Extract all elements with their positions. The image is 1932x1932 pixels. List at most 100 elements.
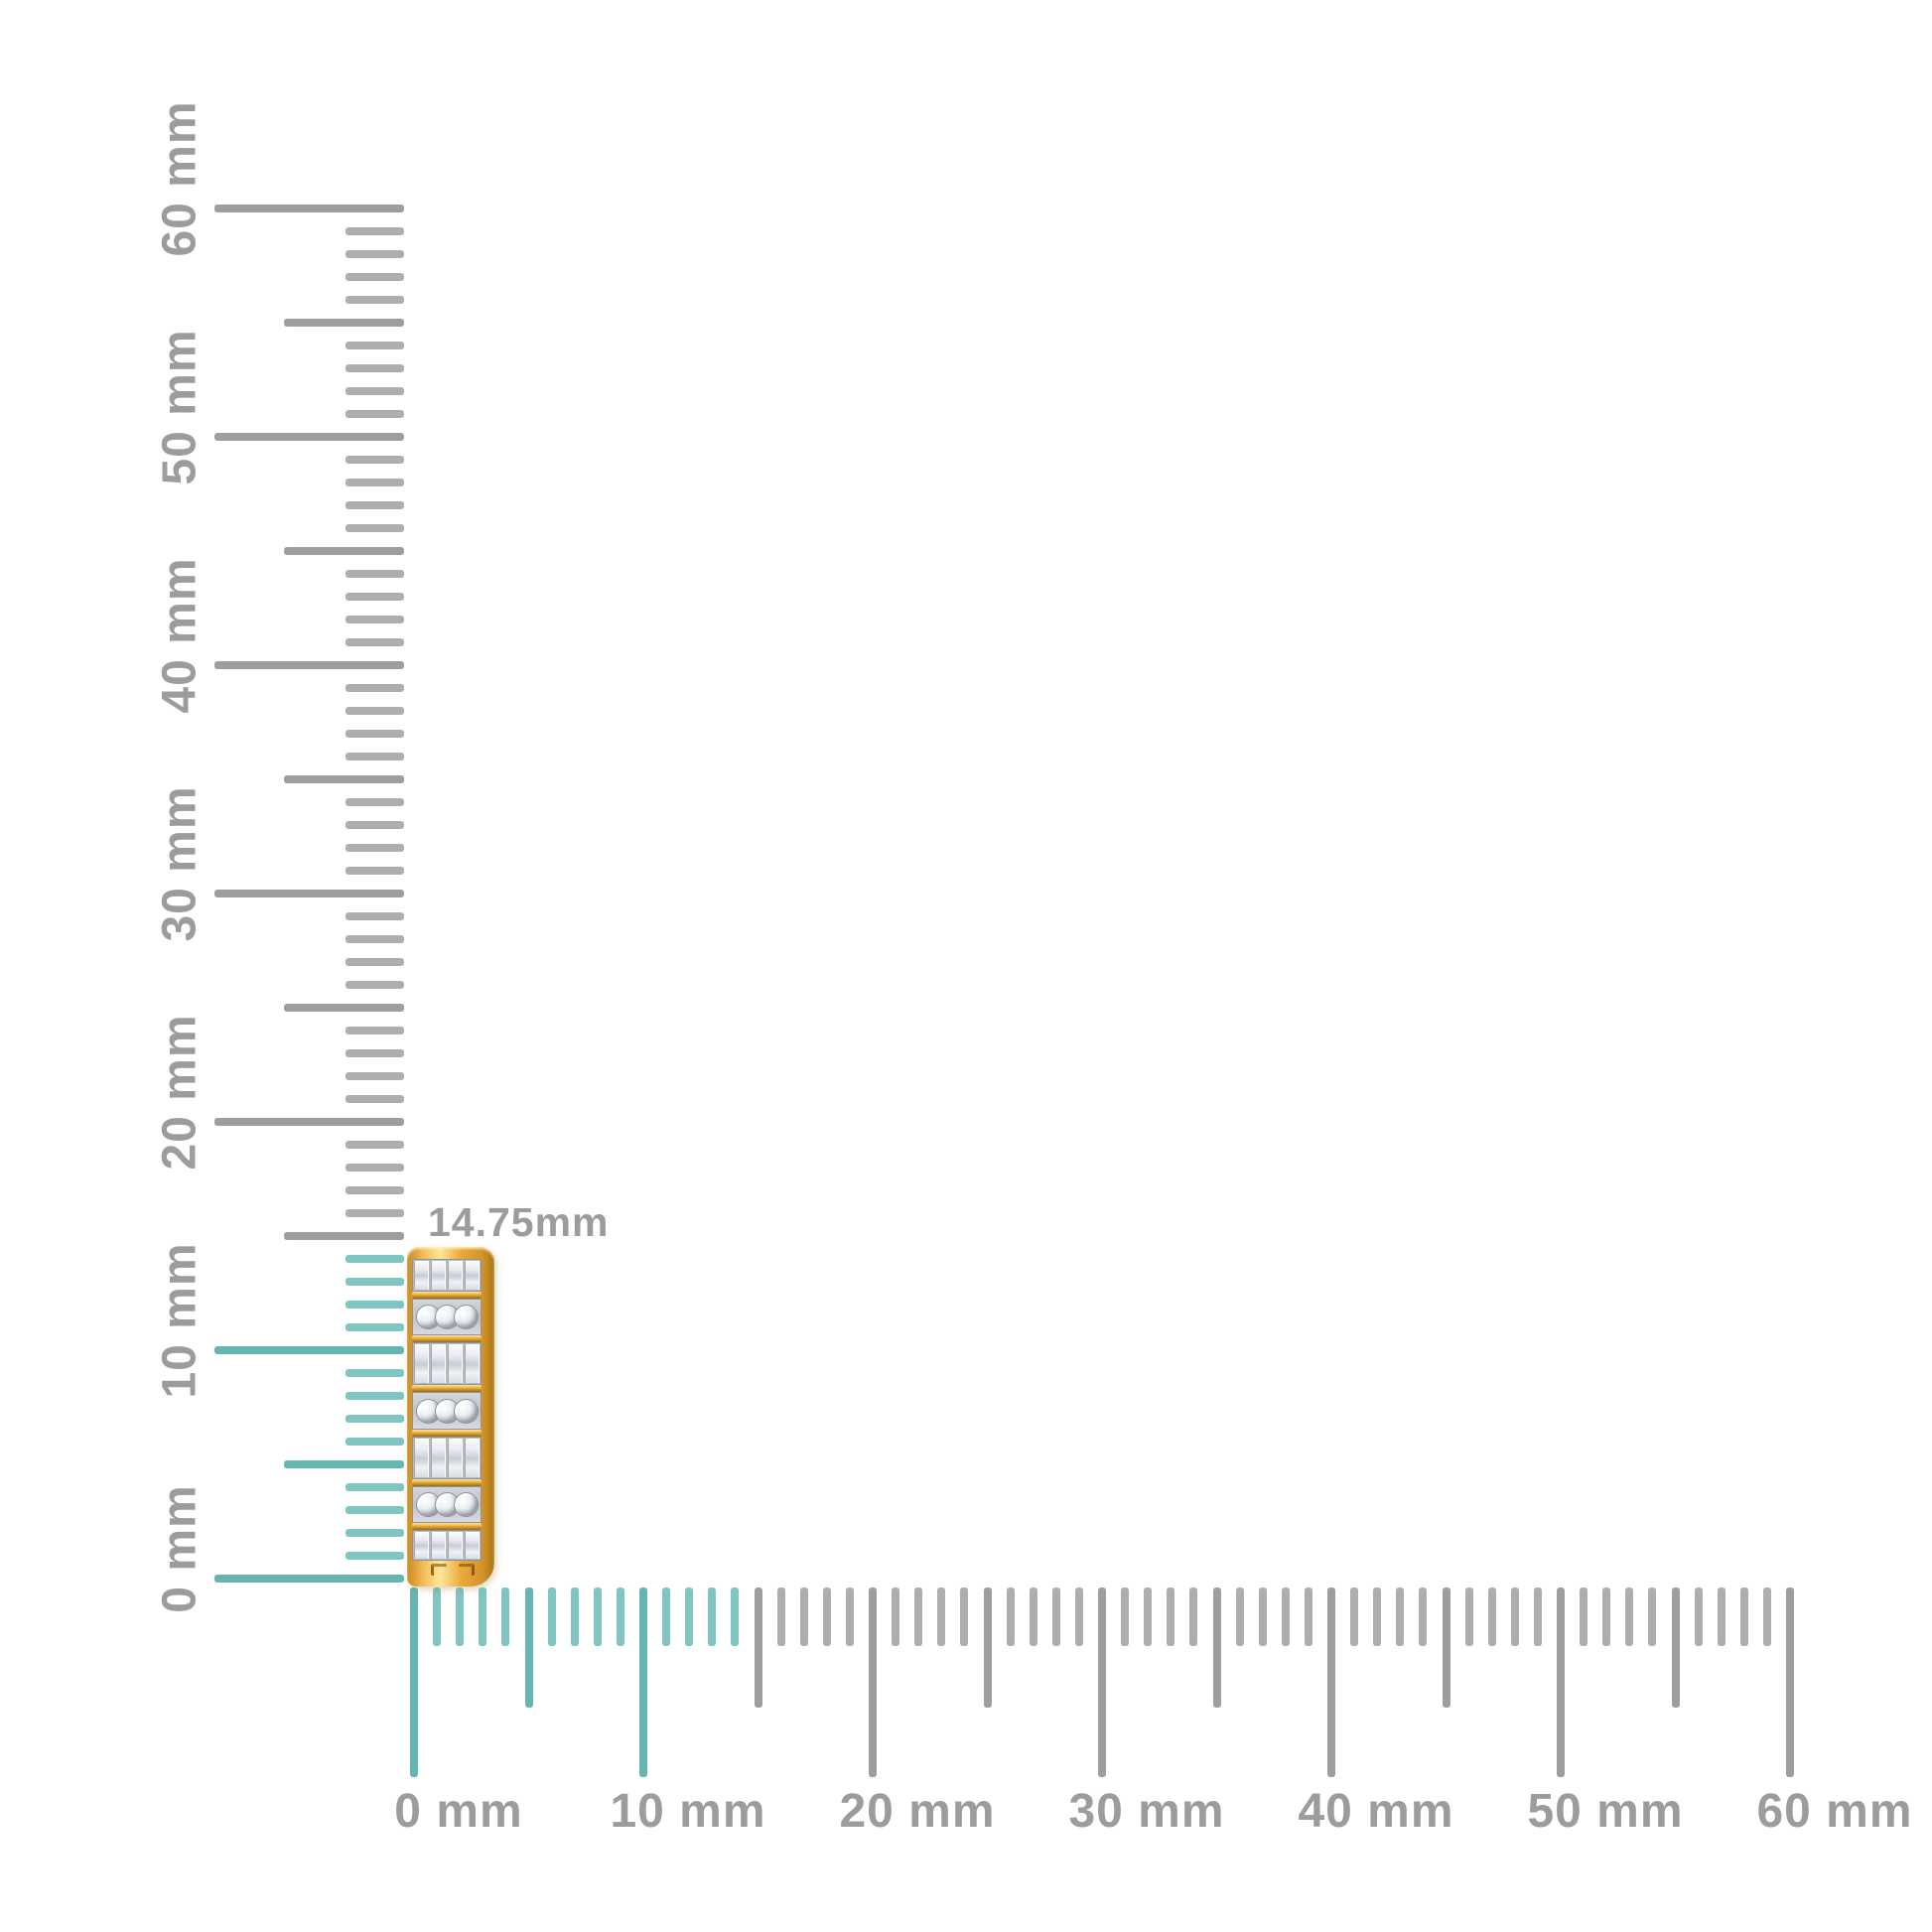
- h-ruler-tick-39mm: [1304, 1587, 1312, 1646]
- v-ruler-tick-39mm: [345, 684, 404, 692]
- v-ruler-label-60mm: 60 mm: [153, 100, 207, 257]
- h-ruler-tick-42mm: [1373, 1587, 1382, 1646]
- h-ruler-tick-22mm: [914, 1587, 923, 1646]
- v-ruler-tick-48mm: [345, 479, 404, 486]
- h-ruler-tick-24mm: [960, 1587, 969, 1646]
- h-ruler-tick-57mm: [1717, 1587, 1725, 1646]
- v-ruler-tick-44mm: [345, 570, 404, 578]
- h-ruler-tick-34mm: [1189, 1587, 1198, 1646]
- v-ruler-tick-54mm: [345, 342, 404, 349]
- h-ruler-tick-10mm: [639, 1587, 647, 1777]
- v-ruler-tick-49mm: [345, 456, 404, 464]
- v-ruler-tick-40mm: [214, 661, 404, 669]
- v-ruler-tick-21mm: [345, 1095, 404, 1103]
- h-ruler-tick-48mm: [1510, 1587, 1519, 1646]
- h-ruler-tick-1mm: [433, 1587, 442, 1646]
- v-ruler-tick-4mm: [345, 1483, 404, 1491]
- v-ruler-tick-14mm: [345, 1255, 404, 1263]
- v-ruler-tick-34mm: [345, 798, 404, 806]
- h-ruler-tick-49mm: [1533, 1587, 1542, 1646]
- gold-channel-bar: [412, 1523, 482, 1531]
- baguette-stone: [414, 1344, 429, 1383]
- h-ruler-tick-40mm: [1327, 1587, 1335, 1777]
- h-ruler-tick-23mm: [937, 1587, 946, 1646]
- earring-stone-column: [412, 1259, 482, 1562]
- round-stone: [453, 1492, 479, 1518]
- v-ruler-tick-37mm: [345, 730, 404, 738]
- v-ruler-tick-58mm: [345, 250, 404, 258]
- gold-channel-bar: [412, 1291, 482, 1299]
- baguette-stone: [448, 1532, 463, 1560]
- h-ruler-tick-3mm: [479, 1587, 487, 1646]
- h-ruler-tick-53mm: [1625, 1587, 1634, 1646]
- v-ruler-tick-46mm: [345, 524, 404, 532]
- baguette-stone: [465, 1261, 480, 1290]
- baguette-stone: [448, 1344, 463, 1383]
- v-ruler-tick-55mm: [284, 319, 404, 327]
- baguette-stone: [448, 1261, 463, 1290]
- v-ruler-tick-45mm: [284, 547, 404, 555]
- h-ruler-tick-30mm: [1098, 1587, 1106, 1777]
- v-ruler-tick-56mm: [345, 296, 404, 304]
- v-ruler-tick-8mm: [345, 1392, 404, 1400]
- v-ruler-label-0mm: 0 mm: [153, 1484, 207, 1613]
- v-ruler-tick-22mm: [345, 1072, 404, 1080]
- h-ruler-tick-46mm: [1464, 1587, 1473, 1646]
- baguette-stone: [465, 1532, 480, 1560]
- v-ruler-tick-33mm: [345, 821, 404, 829]
- v-ruler-tick-24mm: [345, 1027, 404, 1035]
- h-ruler-tick-25mm: [983, 1587, 992, 1708]
- gold-channel-bar: [412, 1479, 482, 1487]
- h-ruler-tick-2mm: [456, 1587, 465, 1646]
- h-ruler-tick-38mm: [1281, 1587, 1290, 1646]
- baguette-stone: [448, 1439, 463, 1478]
- v-ruler-tick-31mm: [345, 867, 404, 875]
- v-ruler-tick-52mm: [345, 387, 404, 395]
- v-ruler-tick-41mm: [345, 638, 404, 646]
- v-ruler-label-20mm: 20 mm: [153, 1014, 207, 1171]
- h-ruler-tick-12mm: [685, 1587, 694, 1646]
- baguette-diamond-row: [412, 1259, 482, 1292]
- v-ruler-tick-1mm: [345, 1552, 404, 1560]
- h-ruler-tick-58mm: [1739, 1587, 1748, 1646]
- h-ruler-label-10mm: 10 mm: [610, 1785, 766, 1838]
- v-ruler-tick-29mm: [345, 912, 404, 920]
- h-ruler-tick-18mm: [822, 1587, 831, 1646]
- baguette-diamond-row: [412, 1530, 482, 1562]
- h-ruler-tick-55mm: [1671, 1587, 1680, 1708]
- v-ruler-tick-57mm: [345, 273, 404, 281]
- h-ruler-tick-31mm: [1121, 1587, 1130, 1646]
- v-ruler-tick-25mm: [284, 1004, 404, 1012]
- h-ruler-tick-5mm: [524, 1587, 533, 1708]
- clasp-hinge-mark-left: [431, 1564, 447, 1576]
- h-ruler-tick-21mm: [892, 1587, 900, 1646]
- h-ruler-tick-52mm: [1602, 1587, 1611, 1646]
- h-ruler-tick-35mm: [1212, 1587, 1221, 1708]
- gold-channel-bar: [412, 1430, 482, 1438]
- v-ruler-tick-26mm: [345, 981, 404, 989]
- v-ruler-tick-53mm: [345, 364, 404, 372]
- v-ruler-tick-0mm: [214, 1575, 404, 1583]
- v-ruler-label-40mm: 40 mm: [153, 557, 207, 714]
- baguette-stone: [414, 1532, 429, 1560]
- h-ruler-tick-9mm: [616, 1587, 624, 1646]
- h-ruler-tick-43mm: [1396, 1587, 1405, 1646]
- h-ruler-tick-51mm: [1580, 1587, 1588, 1646]
- h-ruler-tick-44mm: [1419, 1587, 1428, 1646]
- gold-channel-bar: [412, 1384, 482, 1392]
- h-ruler-tick-0mm: [410, 1587, 418, 1777]
- gold-channel-bar: [412, 1335, 482, 1343]
- v-ruler-tick-32mm: [345, 844, 404, 852]
- h-ruler-tick-29mm: [1074, 1587, 1083, 1646]
- h-ruler-tick-28mm: [1051, 1587, 1060, 1646]
- clasp-hinge-mark-right: [459, 1564, 475, 1576]
- v-ruler-tick-59mm: [345, 227, 404, 235]
- h-ruler-label-20mm: 20 mm: [839, 1785, 996, 1838]
- v-ruler-label-30mm: 30 mm: [153, 785, 207, 942]
- h-ruler-tick-4mm: [501, 1587, 510, 1646]
- h-ruler-tick-17mm: [799, 1587, 808, 1646]
- v-ruler-tick-5mm: [284, 1460, 404, 1468]
- baguette-stone: [431, 1261, 446, 1290]
- v-ruler-tick-11mm: [345, 1323, 404, 1331]
- h-ruler-label-60mm: 60 mm: [1756, 1785, 1913, 1838]
